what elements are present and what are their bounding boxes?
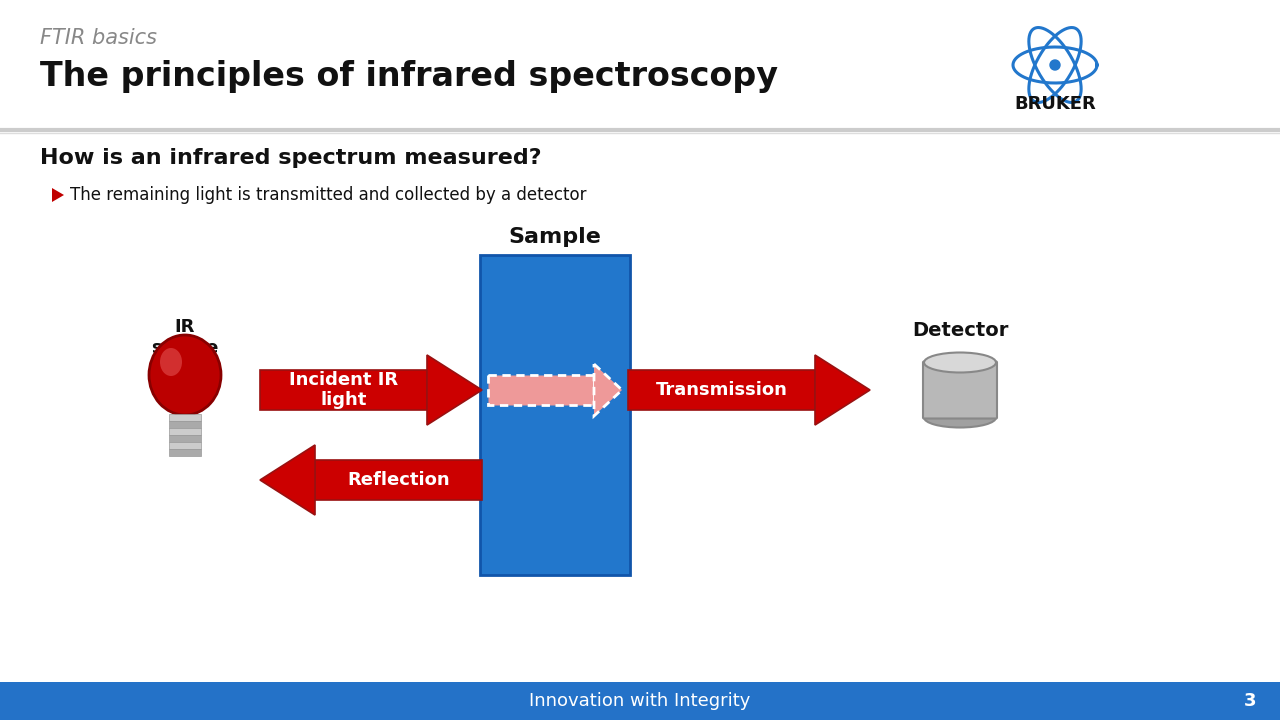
Bar — [169, 449, 201, 456]
Bar — [169, 435, 201, 442]
Polygon shape — [52, 188, 64, 202]
Text: The principles of infrared spectroscopy: The principles of infrared spectroscopy — [40, 60, 778, 93]
Text: Detector: Detector — [911, 322, 1009, 341]
Bar — [169, 442, 201, 449]
Text: How is an infrared spectrum measured?: How is an infrared spectrum measured? — [40, 148, 541, 168]
Ellipse shape — [148, 335, 221, 415]
Bar — [0, 682, 1280, 720]
FancyBboxPatch shape — [923, 361, 997, 418]
Text: Absorption: Absorption — [494, 526, 616, 545]
Bar — [488, 375, 594, 405]
Bar — [169, 428, 201, 435]
Bar — [169, 414, 201, 421]
Polygon shape — [815, 355, 870, 425]
Polygon shape — [594, 364, 622, 416]
Ellipse shape — [924, 353, 996, 372]
Circle shape — [1050, 60, 1060, 70]
Polygon shape — [428, 355, 483, 425]
Ellipse shape — [924, 408, 996, 428]
Text: FTIR basics: FTIR basics — [40, 28, 157, 48]
Text: Reflection: Reflection — [347, 471, 449, 489]
Text: IR
source: IR source — [151, 318, 219, 357]
Text: Transmission: Transmission — [655, 381, 787, 399]
Polygon shape — [260, 445, 315, 515]
Bar — [480, 255, 630, 575]
Bar — [169, 421, 201, 428]
Text: Sample: Sample — [508, 227, 602, 247]
Text: The remaining light is transmitted and collected by a detector: The remaining light is transmitted and c… — [70, 186, 586, 204]
Text: Innovation with Integrity: Innovation with Integrity — [530, 692, 750, 710]
Bar — [260, 369, 428, 410]
Text: Incident IR
light: Incident IR light — [289, 371, 398, 410]
Bar — [315, 459, 483, 500]
Bar — [628, 369, 815, 410]
Text: BRUKER: BRUKER — [1014, 95, 1096, 113]
Ellipse shape — [160, 348, 182, 376]
Text: 3: 3 — [1244, 692, 1256, 710]
